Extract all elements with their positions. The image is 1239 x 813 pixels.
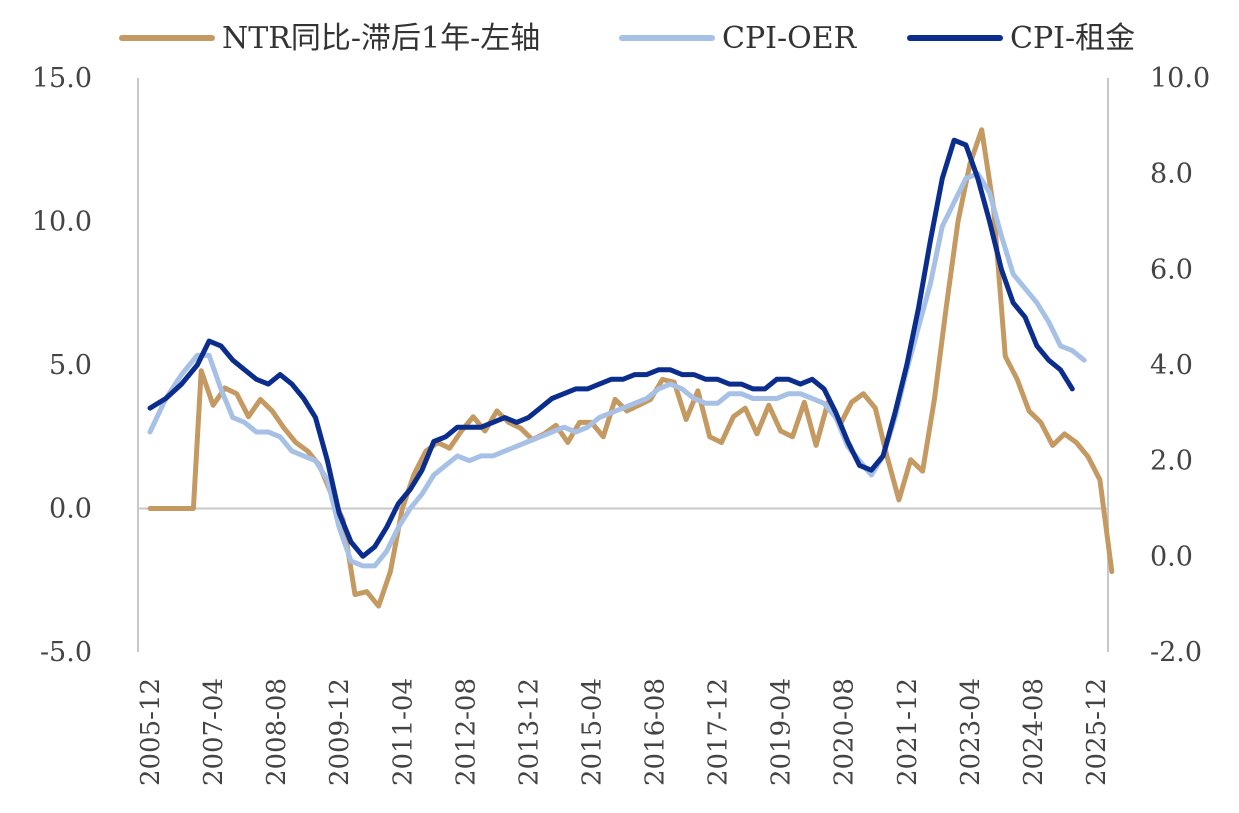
ticks: -5.0 0.0 5.0 10.0 15.0 -2.0 0.0 2.0 4.0 6.0 8.0 10.…	[32, 63, 1210, 786]
x-tick-label: 2015-04	[577, 678, 607, 786]
y-right-tick-label: 0.0	[1150, 541, 1193, 572]
x-tick-label: 2005-12	[136, 678, 166, 786]
legend-label-cpi-rent: CPI-租金	[1010, 21, 1135, 56]
axes	[137, 78, 1109, 652]
x-tick-label: 2021-12	[893, 678, 923, 786]
x-tick-label: 2019-04	[767, 678, 797, 786]
x-tick-label: 2007-04	[199, 678, 229, 786]
x-tick-label: 2009-12	[325, 678, 355, 786]
legend-label-cpi-oer: CPI-OER	[722, 21, 858, 56]
y-left-tick-label: 10.0	[32, 207, 92, 238]
series-line-2	[147, 137, 1075, 559]
y-right-tick-label: 4.0	[1150, 350, 1193, 381]
y-right-tick-label: 8.0	[1150, 159, 1193, 190]
y-left-tick-label: -5.0	[40, 637, 92, 668]
x-tick-label: 2012-08	[451, 678, 481, 786]
x-tick-label: 2011-04	[388, 678, 418, 786]
x-tick-label: 2013-12	[514, 678, 544, 786]
y-right-tick-label: 6.0	[1150, 254, 1193, 285]
legend: NTR同比-滞后1年-左轴 CPI-OER CPI-租金	[119, 21, 1135, 56]
series-line-0	[147, 127, 1115, 609]
y-right-tick-label: 2.0	[1150, 446, 1193, 477]
x-tick-label: 2016-08	[641, 678, 671, 786]
x-tick-label: 2008-08	[262, 678, 292, 786]
series-line-1	[147, 171, 1087, 569]
legend-label-ntr: NTR同比-滞后1年-左轴	[222, 21, 540, 56]
series-layer	[147, 127, 1115, 609]
y-right-tick-label: -2.0	[1150, 637, 1202, 668]
x-tick-label: 2024-08	[1019, 678, 1049, 786]
x-tick-label: 2023-04	[956, 678, 986, 786]
x-tick-label: 2025-12	[1082, 678, 1112, 786]
y-left-tick-label: 15.0	[32, 63, 92, 94]
y-left-tick-label: 0.0	[49, 494, 92, 525]
x-tick-label: 2020-08	[830, 678, 860, 786]
y-left-tick-label: 5.0	[49, 350, 92, 381]
x-tick-label: 2017-12	[704, 678, 734, 786]
y-right-tick-label: 10.0	[1150, 63, 1210, 94]
